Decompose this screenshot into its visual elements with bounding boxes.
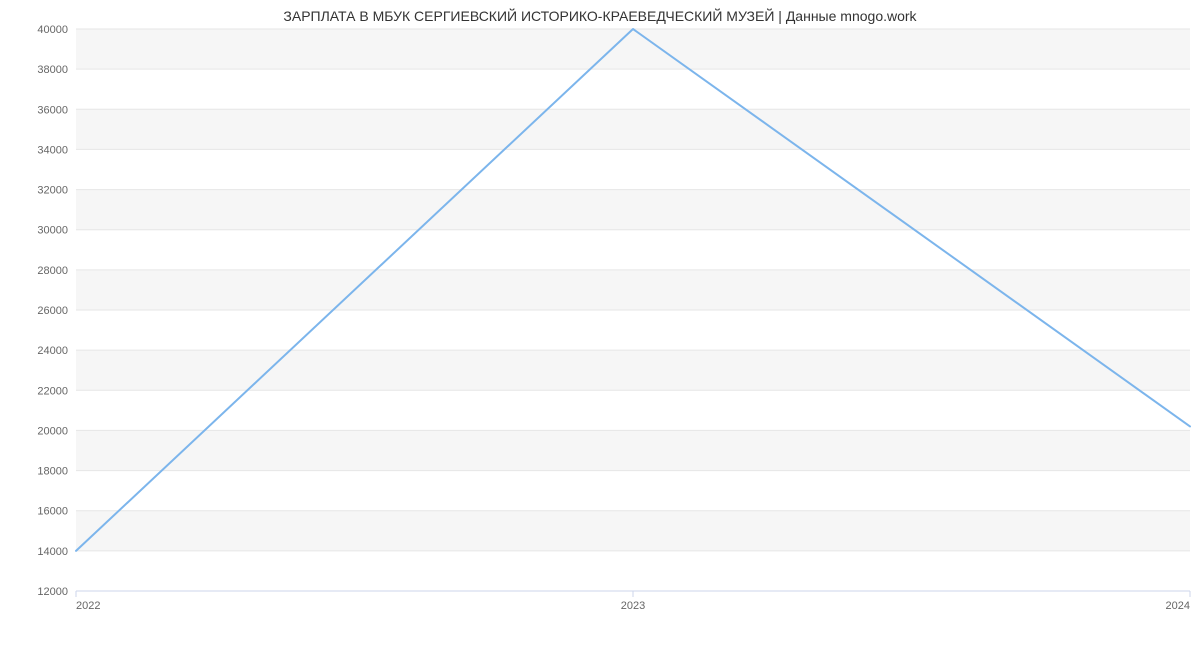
svg-text:12000: 12000: [37, 586, 68, 598]
chart-svg: 12000 14000 16000 18000 20000 22000 24000 26000…: [0, 0, 1200, 650]
svg-text:40000: 40000: [37, 24, 68, 36]
svg-text:16000: 16000: [37, 506, 68, 518]
svg-text:28000: 28000: [37, 265, 68, 277]
svg-text:32000: 32000: [37, 185, 68, 197]
svg-text:18000: 18000: [37, 466, 68, 478]
svg-text:2024: 2024: [1166, 600, 1190, 612]
salary-line-chart: ЗАРПЛАТА В МБУК СЕРГИЕВСКИЙ ИСТОРИКО-КРА…: [0, 0, 1200, 650]
svg-text:2022: 2022: [76, 600, 100, 612]
svg-text:2023: 2023: [621, 600, 645, 612]
svg-text:36000: 36000: [37, 104, 68, 116]
svg-text:38000: 38000: [37, 64, 68, 76]
svg-text:30000: 30000: [37, 225, 68, 237]
svg-text:24000: 24000: [37, 345, 68, 357]
svg-text:14000: 14000: [37, 546, 68, 558]
svg-text:26000: 26000: [37, 305, 68, 317]
svg-text:34000: 34000: [37, 144, 68, 156]
svg-text:22000: 22000: [37, 385, 68, 397]
svg-text:20000: 20000: [37, 425, 68, 437]
